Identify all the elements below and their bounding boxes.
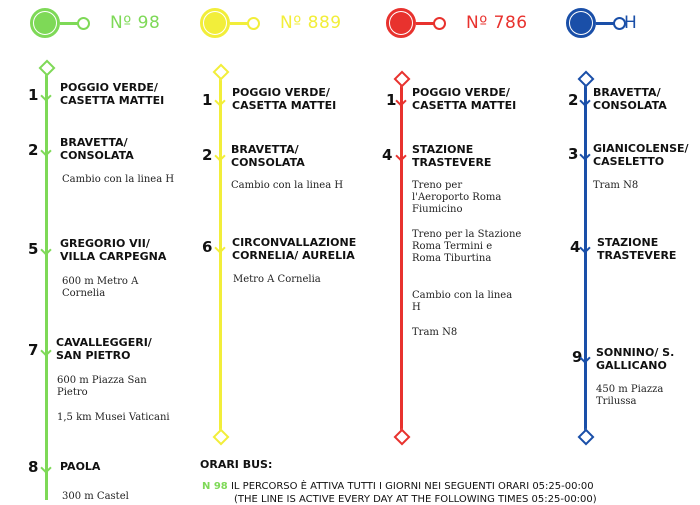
stop-marker — [40, 462, 52, 474]
route-line — [45, 68, 48, 500]
route-start-marker — [212, 63, 230, 81]
stop-number: 1 — [28, 86, 39, 104]
stop-note: Treno per la Stazione Roma Termini e Rom… — [412, 229, 522, 264]
stop-number: 6 — [202, 238, 213, 256]
stop-marker — [214, 242, 226, 254]
schedule-title: ORARI BUS: — [200, 458, 273, 471]
stop-name: POGGIO VERDE/CASETTA MATTEI — [60, 81, 165, 107]
stop-note: 300 m Castel — [62, 491, 129, 502]
line-h-header: H — [566, 7, 637, 39]
route-end-marker — [577, 428, 595, 446]
stop-name: SONNINO/ S. GALLICANO — [596, 346, 675, 372]
line-889-title: Nº 889 — [280, 13, 342, 33]
schedule-line: N 98 IL PERCORSO È ATTIVA TUTTI I GIORNI… — [202, 481, 594, 492]
stop-marker — [214, 95, 226, 107]
line-889-header: Nº 889 — [200, 7, 342, 39]
route-end-marker — [212, 428, 230, 446]
stop-name: STAZIONE TRASTEVERE — [597, 236, 677, 262]
route-line — [584, 80, 587, 436]
stop-number: 9 — [572, 348, 583, 366]
stop-name: BRAVETTA/CONSOLATA — [60, 136, 134, 162]
stop-note: 1,5 km Musei Vaticani — [57, 412, 170, 423]
stop-note: 600 m Metro A Cornelia — [62, 276, 139, 299]
stop-number: 2 — [28, 141, 39, 159]
stop-note: Cambio con la linea H — [231, 180, 344, 191]
line-98-header: Nº 98 — [30, 7, 160, 39]
stop-note: 600 m Piazza San Pietro — [57, 375, 147, 398]
stop-name: GIANICOLENSE/CASELETTO — [593, 142, 689, 168]
line-tag: N 98 — [202, 481, 228, 492]
stop-name: STAZIONE TRASTEVERE — [412, 143, 492, 169]
stop-marker — [395, 150, 407, 162]
stop-number: 1 — [202, 91, 213, 109]
stop-number: 2 — [568, 91, 579, 109]
stop-marker — [579, 149, 591, 161]
bus-line-icon — [200, 8, 230, 38]
bus-line-icon — [30, 8, 60, 38]
line-786-title: Nº 786 — [466, 13, 528, 33]
stop-number: 5 — [28, 240, 39, 258]
stop-note: 450 m Piazza Trilussa — [596, 384, 664, 407]
stop-name: CAVALLEGGERI/SAN PIETRO — [56, 336, 152, 362]
stop-marker — [40, 345, 52, 357]
route-start-marker — [38, 59, 56, 77]
route-start-marker — [577, 70, 595, 88]
stop-marker — [395, 95, 407, 107]
line-98-title: Nº 98 — [110, 13, 161, 33]
stop-note: Tram N8 — [593, 180, 639, 191]
route-line — [400, 80, 403, 436]
stop-number: 7 — [28, 341, 39, 359]
stop-name: CIRCONVALLAZIONE CORNELIA/ AURELIA — [232, 236, 357, 262]
stop-number: 2 — [202, 146, 213, 164]
stop-number: 3 — [568, 145, 579, 163]
stop-name: PAOLA — [60, 460, 101, 473]
stop-number: 4 — [382, 146, 393, 164]
route-start-marker — [393, 70, 411, 88]
stop-name: POGGIO VERDE/CASETTA MATTEI — [232, 86, 337, 112]
stop-note: Tram N8 — [412, 327, 458, 338]
schedule-text: IL PERCORSO È ATTIVA TUTTI I GIORNI NEI … — [230, 481, 594, 492]
route-line — [219, 72, 222, 436]
stop-note: Treno per l'Aeroporto Roma Fiumicino — [412, 180, 502, 215]
stop-number: 8 — [28, 458, 39, 476]
stop-marker — [579, 242, 591, 254]
line-h-title: H — [624, 13, 638, 33]
stop-number: 1 — [386, 91, 397, 109]
stop-number: 4 — [570, 238, 581, 256]
route-end-marker — [393, 428, 411, 446]
stop-marker — [579, 95, 591, 107]
line-786-header: Nº 786 — [386, 7, 528, 39]
stop-marker — [40, 145, 52, 157]
stop-note: Metro A Cornelia — [233, 274, 321, 285]
bus-line-icon — [386, 8, 416, 38]
stop-note: Cambio con la linea H — [62, 174, 175, 185]
stop-name: BRAVETTA/CONSOLATA — [593, 86, 667, 112]
stop-name: BRAVETTA/CONSOLATA — [231, 143, 305, 169]
stop-marker — [214, 150, 226, 162]
stop-name: POGGIO VERDE/CASETTA MATTEI — [412, 86, 517, 112]
bus-line-icon — [566, 8, 596, 38]
stop-note: Cambio con la linea H — [412, 290, 513, 313]
stop-name: GREGORIO VII/VILLA CARPEGNA — [60, 237, 167, 263]
stop-marker — [40, 90, 52, 102]
stop-marker — [40, 244, 52, 256]
